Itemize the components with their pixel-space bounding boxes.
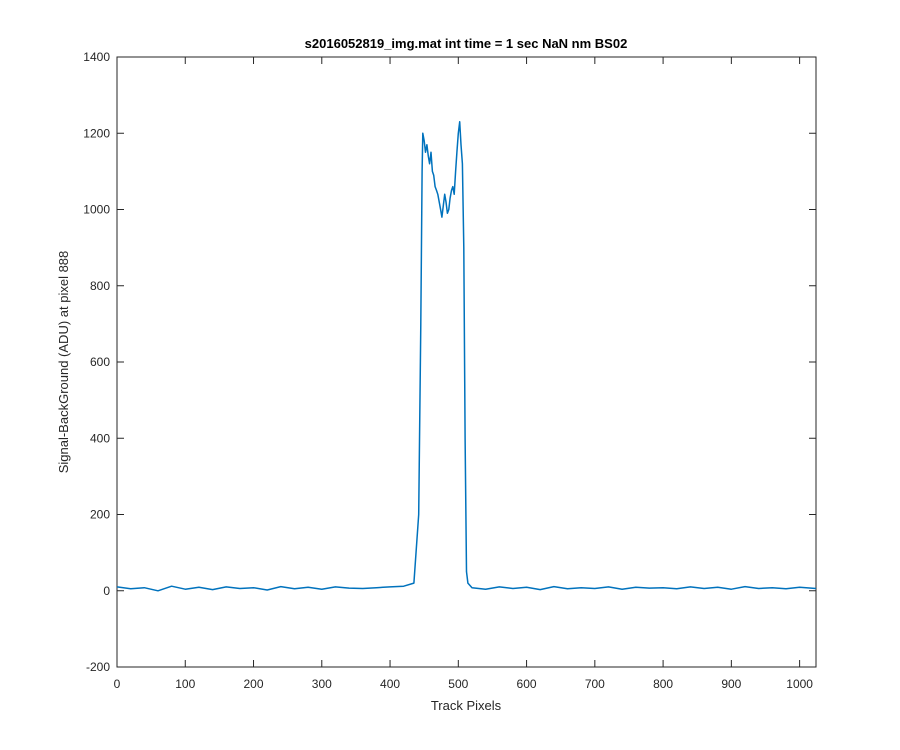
x-tick-label: 700 [585,677,605,691]
x-tick-label: 200 [244,677,264,691]
x-tick-label: 400 [380,677,400,691]
chart-title: s2016052819_img.mat int time = 1 sec NaN… [305,36,628,51]
y-tick-label: 0 [103,584,110,598]
x-axis-label: Track Pixels [431,698,502,713]
x-tick-label: 0 [114,677,121,691]
y-tick-label: -200 [86,660,110,674]
x-tick-label: 900 [721,677,741,691]
series-layer [116,121,817,592]
y-axis: -200 0 200 400 600 800 1000 1200 1400 [83,50,816,674]
y-tick-label: 1000 [83,203,110,217]
x-tick-label: 100 [175,677,195,691]
x-tick-label: 300 [312,677,332,691]
y-tick-label: 1200 [83,126,110,140]
y-tick-label: 400 [90,431,110,445]
y-axis-label: Signal-BackGround (ADU) at pixel 888 [56,251,71,474]
x-tick-label: 600 [517,677,537,691]
y-tick-label: 1400 [83,50,110,64]
x-axis: 0 100 200 300 400 500 600 700 800 900 1000 [114,57,813,691]
y-tick-label: 800 [90,279,110,293]
x-tick-label: 800 [653,677,673,691]
y-tick-label: 200 [90,508,110,522]
y-tick-label: 600 [90,355,110,369]
x-tick-label: 500 [448,677,468,691]
series-line [116,121,817,592]
x-tick-label: 1000 [786,677,813,691]
